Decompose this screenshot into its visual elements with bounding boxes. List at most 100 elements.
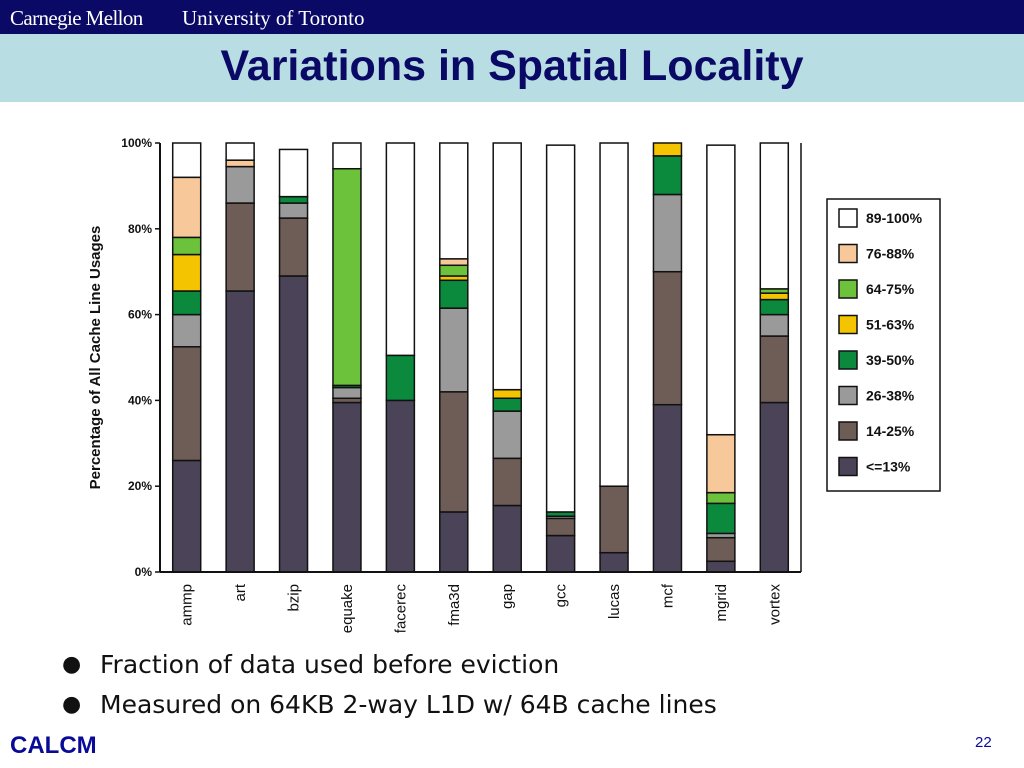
bar-segment [332, 401, 362, 573]
bar-segment [225, 290, 255, 573]
legend-label: 51-63% [866, 317, 915, 333]
y-tick-label: 100% [121, 136, 152, 150]
legend-swatch [838, 243, 858, 264]
cmu-logo-text: Carnegie Mellon [10, 6, 143, 30]
y-tick-label: 20% [128, 479, 152, 493]
bar-segment [706, 491, 736, 505]
bar-segment [706, 536, 736, 563]
bar-segment [278, 195, 309, 204]
bullet-dot-icon: ● [62, 652, 82, 677]
bar-segment [652, 155, 683, 196]
bar-segment [278, 148, 309, 198]
bar-segment [385, 399, 416, 573]
page-number: 22 [975, 734, 992, 751]
x-tick-label: art [232, 583, 249, 601]
bar-segment [225, 142, 255, 161]
bar-segment [171, 459, 202, 573]
bullet-dot-icon: ● [62, 692, 82, 717]
y-tick-label: 60% [128, 308, 152, 322]
legend-swatch [838, 421, 858, 441]
x-tick-label: ammp [179, 584, 196, 626]
x-tick-label: mcf [659, 583, 676, 608]
bar-segment [599, 551, 629, 573]
bar-segment [332, 386, 362, 400]
bar-segment [171, 236, 202, 256]
bar-segment [492, 388, 522, 400]
bar-segment [171, 313, 202, 348]
bar-segment [492, 410, 522, 460]
bar-segment [492, 142, 522, 391]
bar-segment [439, 279, 469, 309]
x-tick-label: equake [339, 584, 356, 633]
bar-segment [225, 202, 255, 292]
bar-segment [599, 142, 629, 487]
x-tick-label: gap [499, 584, 516, 609]
bar-segment [171, 346, 202, 462]
bar-segment [759, 401, 790, 573]
bar-segment [706, 502, 736, 535]
bar-segment [492, 504, 522, 573]
legend-swatch [838, 350, 858, 370]
bar-segment [439, 258, 469, 267]
legend-swatch [838, 208, 858, 228]
bar-segment [652, 193, 683, 273]
bar-segment [759, 298, 790, 316]
x-tick-label: fma3d [446, 584, 463, 626]
bar-segment [171, 142, 202, 179]
bar-segment [492, 457, 522, 507]
x-tick-label: facerec [392, 584, 409, 634]
bar-segment [439, 391, 469, 513]
y-tick-label: 0% [135, 565, 153, 579]
title-band: Variations in Spatial Locality [0, 34, 1024, 102]
bar-segment [652, 142, 683, 157]
legend-swatch [838, 279, 858, 299]
y-tick-label: 40% [128, 393, 152, 407]
bar-segment [225, 165, 255, 204]
y-tick-label: 80% [128, 222, 152, 236]
legend-label: <=13% [866, 459, 911, 475]
bar-segment [278, 202, 309, 219]
x-tick-label: lucas [606, 584, 623, 619]
bar-segment [759, 335, 790, 404]
bar-segment [652, 270, 683, 406]
top-banner: Carnegie Mellon University of Toronto [0, 0, 1024, 34]
legend-label: 89-100% [866, 210, 923, 226]
legend-label: 39-50% [866, 352, 915, 368]
bar-segment [706, 433, 736, 494]
bar-segment [759, 142, 790, 290]
bar-segment [706, 560, 736, 573]
bullet-item: ● Fraction of data used before eviction [58, 648, 717, 688]
calcm-logo: CALCM [10, 732, 97, 759]
bar-segment [278, 217, 309, 277]
bar-segment [492, 397, 522, 412]
legend-swatch [838, 385, 858, 406]
bar-segment [439, 142, 469, 260]
bar-segment [225, 159, 255, 168]
x-tick-label: bzip [286, 584, 303, 612]
bar-segment [332, 142, 362, 170]
y-axis-label: Percentage of All Cache Line Usages [87, 226, 104, 490]
bar-segment [278, 275, 309, 573]
legend-box [826, 198, 941, 492]
legend-label: 64-75% [866, 281, 915, 297]
bar-segment [759, 313, 790, 337]
bar-segment [171, 176, 202, 239]
x-tick-label: mgrid [713, 584, 730, 622]
uoft-logo-text: University of Toronto [182, 6, 365, 30]
bullet-item: ● Measured on 64KB 2-way L1D w/ 64B cach… [58, 688, 717, 728]
bullet-list: ● Fraction of data used before eviction … [58, 648, 717, 728]
legend-label: 76-88% [866, 246, 915, 262]
legend-label: 26-38% [866, 388, 915, 404]
bar-segment [599, 485, 629, 554]
bar-segment [545, 144, 576, 513]
bar-segment [545, 534, 576, 573]
bar-segment [439, 264, 469, 277]
bar-segment [759, 292, 790, 301]
bar-segment [385, 354, 416, 402]
stacked-bar-chart: ammp art bzip equake facerec fma3d gap gcc lucas… [87, 136, 941, 634]
bullet-text: Measured on 64KB 2-way L1D w/ 64B cache … [100, 690, 717, 719]
bar-segment [385, 142, 416, 357]
bar-segment [439, 511, 469, 573]
bar-segment [439, 307, 469, 393]
bar-segment [171, 253, 202, 292]
